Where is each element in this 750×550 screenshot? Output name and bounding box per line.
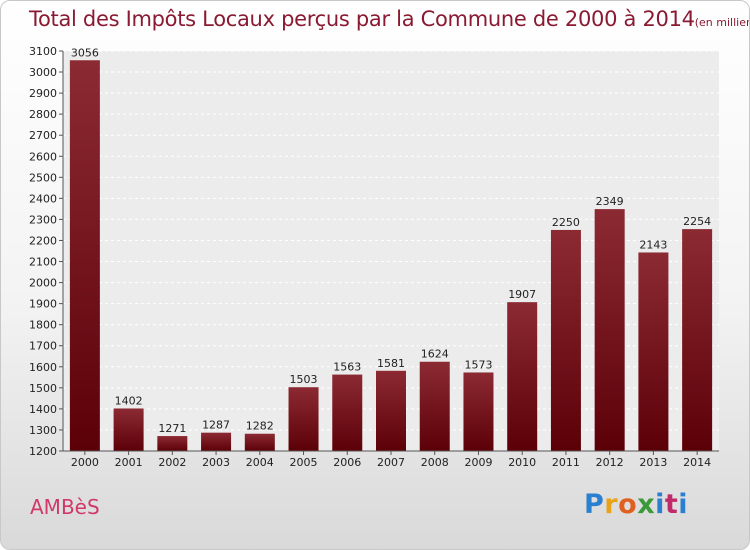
y-tick-label: 2100 [29, 256, 57, 269]
y-tick-label: 1700 [29, 340, 57, 353]
x-tick-label: 2003 [202, 456, 230, 469]
commune-name: AMBèS [30, 495, 100, 519]
value-label: 1271 [158, 422, 186, 435]
bar-2000 [69, 60, 100, 452]
value-label: 2349 [596, 195, 624, 208]
bar-2011 [550, 229, 581, 451]
x-tick-label: 2001 [115, 456, 143, 469]
y-tick-label: 1300 [29, 424, 57, 437]
bar-2005 [288, 387, 319, 451]
chart-title: Total des Impôts Locaux perçus par la Co… [29, 7, 749, 31]
chart-title-text: Total des Impôts Locaux perçus par la Co… [29, 7, 695, 31]
bar-2008 [419, 361, 450, 451]
value-label: 1287 [202, 419, 230, 432]
proxiti-logo[interactable]: Proxiti [584, 489, 688, 520]
y-tick-label: 2700 [29, 129, 57, 142]
bar-2010 [507, 302, 538, 451]
y-tick-label: 1500 [29, 382, 57, 395]
bar-2001 [113, 408, 144, 451]
bar-2013 [638, 252, 669, 451]
y-tick-label: 1800 [29, 319, 57, 332]
logo-letter: i [655, 489, 665, 520]
x-tick-label: 2000 [71, 456, 99, 469]
value-label: 1573 [464, 358, 492, 371]
bar-2002 [157, 436, 188, 451]
value-label: 2254 [683, 215, 711, 228]
bar-2006 [332, 374, 363, 451]
y-tick-label: 2600 [29, 150, 57, 163]
bar-2014 [682, 229, 713, 451]
y-tick-label: 2800 [29, 108, 57, 121]
value-label: 1907 [508, 288, 536, 301]
y-tick-label: 2400 [29, 192, 57, 205]
x-tick-label: 2008 [421, 456, 449, 469]
y-tick-label: 1900 [29, 298, 57, 311]
bar-2012 [594, 209, 625, 451]
value-label: 1282 [246, 420, 274, 433]
value-label: 1581 [377, 357, 405, 370]
x-tick-label: 2013 [639, 456, 667, 469]
y-tick-label: 2500 [29, 171, 57, 184]
y-tick-label: 2300 [29, 213, 57, 226]
y-tick-label: 1400 [29, 403, 57, 416]
bar-2009 [463, 372, 494, 451]
bar-2007 [376, 370, 406, 451]
x-tick-label: 2012 [596, 456, 624, 469]
x-tick-label: 2011 [552, 456, 580, 469]
value-label: 3056 [71, 46, 99, 59]
value-label: 2250 [552, 216, 580, 229]
logo-letter: x [637, 489, 656, 520]
y-tick-label: 2200 [29, 234, 57, 247]
y-tick-label: 2000 [29, 277, 57, 290]
value-label: 1563 [333, 361, 361, 374]
x-tick-label: 2006 [333, 456, 361, 469]
value-label: 2143 [639, 238, 667, 251]
x-tick-label: 2010 [508, 456, 536, 469]
y-tick-label: 3000 [29, 66, 57, 79]
y-tick-label: 3100 [29, 45, 57, 58]
x-tick-label: 2009 [464, 456, 492, 469]
y-tick-label: 1200 [29, 445, 57, 458]
logo-letter: i [678, 489, 689, 520]
value-label: 1402 [115, 394, 143, 407]
x-tick-label: 2002 [158, 456, 186, 469]
value-label: 1503 [290, 373, 318, 386]
chart-unit: (en milliers d'€) [694, 16, 749, 29]
logo-letter: r [604, 489, 619, 520]
bar-2003 [201, 432, 232, 451]
logo-letter: P [584, 489, 605, 520]
x-tick-label: 2014 [683, 456, 711, 469]
x-tick-label: 2005 [290, 456, 318, 469]
bar-2004 [244, 433, 275, 451]
y-tick-label: 1600 [29, 361, 57, 374]
value-label: 1624 [421, 348, 449, 361]
y-tick-label: 2900 [29, 87, 57, 100]
logo-letter: t [664, 489, 679, 520]
logo-letter: o [618, 489, 638, 520]
x-tick-label: 2007 [377, 456, 405, 469]
x-tick-label: 2004 [246, 456, 274, 469]
